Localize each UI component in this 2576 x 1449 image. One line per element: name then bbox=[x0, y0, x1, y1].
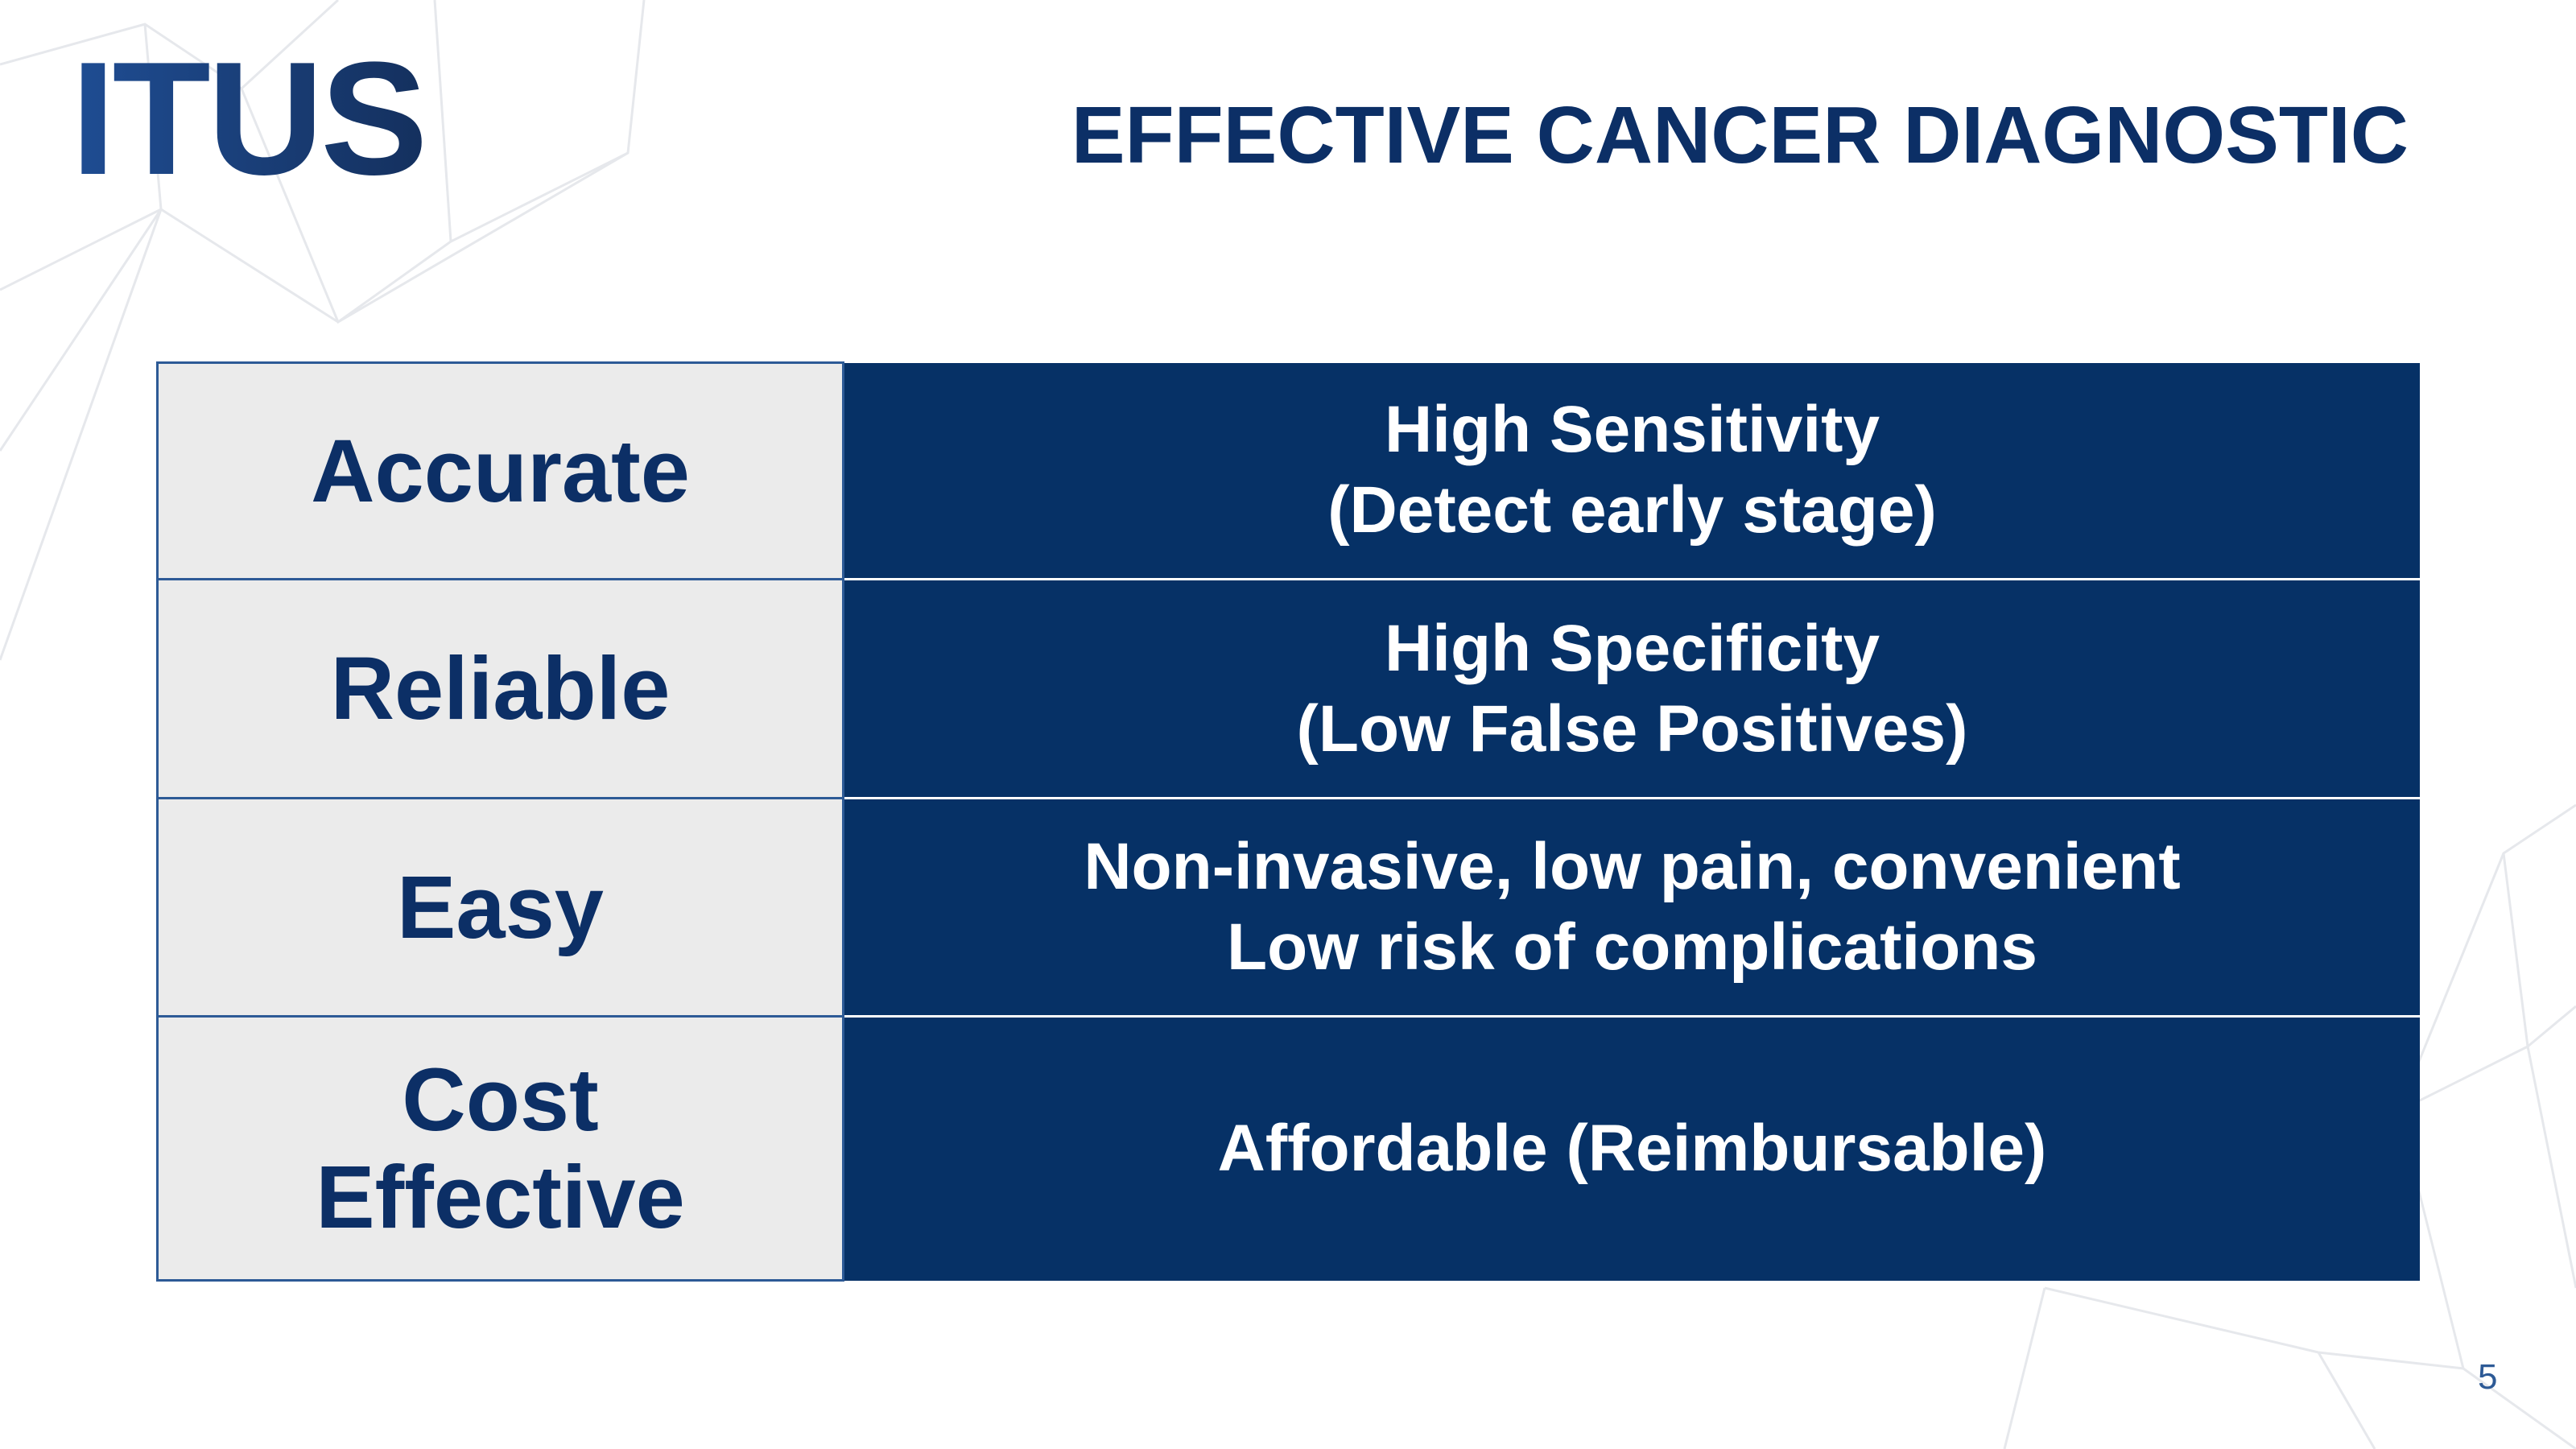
feature-label: Cost Effective bbox=[156, 1015, 844, 1282]
feature-description: Non-invasive, low pain, convenient Low ri… bbox=[843, 796, 2420, 1018]
slide-title: EFFECTIVE CANCER DIAGNOSTIC bbox=[1071, 90, 2409, 180]
description-line: High Sensitivity bbox=[1384, 393, 1880, 467]
description-line: Non-invasive, low pain, convenient bbox=[1084, 830, 2181, 904]
table-body: Accurate High Sensitivity (Detect early st… bbox=[156, 361, 2420, 1282]
page-number: 5 bbox=[2478, 1357, 2498, 1397]
description-line: High Specificity bbox=[1384, 611, 1880, 685]
description-line: Low risk of complications bbox=[1227, 910, 2037, 985]
feature-label: Reliable bbox=[156, 578, 844, 799]
description-line: Affordable (Reimbursable) bbox=[1217, 1112, 2047, 1186]
table-row: Reliable High Specificity (Low False Posit… bbox=[156, 578, 2420, 799]
description-line: (Low False Positives) bbox=[1296, 691, 1968, 766]
feature-description: High Specificity (Low False Positives) bbox=[843, 578, 2420, 799]
table-row: Easy Non-invasive, low pain, convenient Lo… bbox=[156, 796, 2420, 1018]
table-row: Cost Effective Affordable (Reimbursable) bbox=[156, 1015, 2420, 1282]
feature-table: Accurate High Sensitivity (Detect early st… bbox=[156, 361, 2420, 1282]
feature-description: Affordable (Reimbursable) bbox=[843, 1015, 2420, 1281]
feature-label: Accurate bbox=[156, 361, 844, 581]
feature-description: High Sensitivity (Detect early stage) bbox=[843, 362, 2420, 581]
logo: ITUS bbox=[71, 29, 428, 208]
description-line: (Detect early stage) bbox=[1327, 473, 1937, 547]
table-row: Accurate High Sensitivity (Detect early st… bbox=[156, 361, 2420, 581]
feature-label: Easy bbox=[156, 796, 844, 1018]
